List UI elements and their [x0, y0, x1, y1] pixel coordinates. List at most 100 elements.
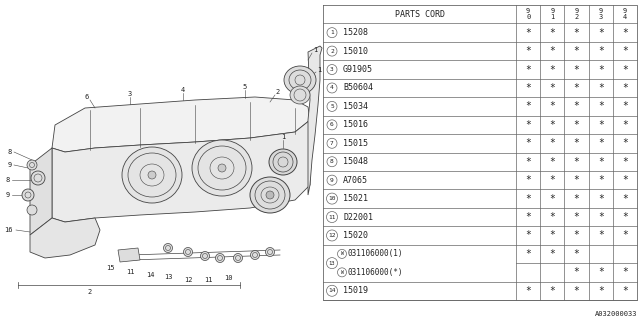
Text: *: *: [525, 157, 531, 167]
Text: *: *: [549, 212, 556, 222]
Text: G91905: G91905: [343, 65, 373, 74]
Text: 14: 14: [146, 272, 154, 278]
Text: *: *: [598, 28, 604, 38]
Text: 15020: 15020: [343, 231, 368, 240]
Text: *: *: [622, 28, 628, 38]
Text: 15010: 15010: [343, 47, 368, 56]
Text: *: *: [549, 101, 556, 111]
Text: *: *: [573, 249, 579, 259]
Text: *: *: [549, 46, 556, 56]
Text: D22001: D22001: [343, 212, 373, 221]
Text: 1: 1: [313, 47, 317, 53]
Text: *: *: [622, 157, 628, 167]
Text: 8: 8: [6, 177, 10, 183]
Text: *: *: [573, 157, 579, 167]
Circle shape: [31, 171, 45, 185]
Text: 8: 8: [330, 159, 334, 164]
Text: *: *: [622, 120, 628, 130]
Text: 9
2: 9 2: [575, 8, 579, 20]
Text: *: *: [573, 212, 579, 222]
Text: W: W: [340, 252, 344, 256]
Ellipse shape: [266, 191, 274, 199]
Text: *: *: [598, 157, 604, 167]
Text: 13: 13: [329, 260, 335, 266]
Ellipse shape: [290, 86, 310, 104]
Ellipse shape: [284, 66, 316, 94]
Circle shape: [266, 247, 275, 257]
Ellipse shape: [269, 149, 297, 175]
Text: 12: 12: [184, 277, 192, 283]
Text: 8: 8: [8, 149, 12, 155]
Text: 13: 13: [164, 274, 172, 280]
Circle shape: [27, 205, 37, 215]
Text: *: *: [622, 194, 628, 204]
Text: 9
3: 9 3: [598, 8, 603, 20]
Text: *: *: [598, 138, 604, 148]
Text: 11: 11: [125, 269, 134, 275]
Text: 3: 3: [128, 91, 132, 97]
Text: *: *: [549, 120, 556, 130]
Text: *: *: [525, 230, 531, 240]
Ellipse shape: [122, 147, 182, 203]
Text: *: *: [525, 120, 531, 130]
Circle shape: [27, 160, 37, 170]
Text: *: *: [573, 28, 579, 38]
Text: *: *: [573, 138, 579, 148]
Circle shape: [22, 189, 34, 201]
Text: A032000033: A032000033: [595, 311, 637, 317]
Text: 10: 10: [328, 196, 336, 201]
Text: *: *: [622, 65, 628, 75]
Text: 2: 2: [330, 49, 334, 53]
Text: 9
0: 9 0: [526, 8, 531, 20]
Text: 9: 9: [330, 178, 334, 183]
Text: 1: 1: [330, 30, 334, 35]
Ellipse shape: [250, 177, 290, 213]
Text: *: *: [598, 46, 604, 56]
Text: 9
1: 9 1: [550, 8, 554, 20]
Circle shape: [218, 164, 226, 172]
Text: *: *: [598, 286, 604, 296]
Text: 10: 10: [224, 275, 232, 281]
Text: *: *: [525, 28, 531, 38]
Text: *: *: [598, 194, 604, 204]
Polygon shape: [30, 148, 52, 235]
Text: PARTS CORD: PARTS CORD: [394, 10, 445, 19]
Text: *: *: [573, 46, 579, 56]
Circle shape: [216, 253, 225, 262]
Text: 14: 14: [328, 288, 336, 293]
Text: 15021: 15021: [343, 194, 368, 203]
Text: *: *: [622, 83, 628, 93]
Text: 2: 2: [88, 289, 92, 295]
Text: *: *: [598, 230, 604, 240]
Text: 031106000(1): 031106000(1): [348, 249, 403, 259]
Text: *: *: [598, 120, 604, 130]
Text: 5: 5: [243, 84, 247, 90]
Text: *: *: [622, 175, 628, 185]
Text: *: *: [549, 230, 556, 240]
Text: 15015: 15015: [343, 139, 368, 148]
Circle shape: [200, 252, 209, 260]
Circle shape: [148, 171, 156, 179]
Polygon shape: [52, 97, 310, 152]
Text: *: *: [525, 46, 531, 56]
Text: *: *: [525, 65, 531, 75]
Text: 6: 6: [85, 94, 89, 100]
Circle shape: [184, 247, 193, 257]
Text: 15048: 15048: [343, 157, 368, 166]
Text: *: *: [549, 138, 556, 148]
Text: *: *: [622, 212, 628, 222]
Text: *: *: [622, 138, 628, 148]
Text: 11: 11: [328, 214, 336, 220]
Text: *: *: [549, 157, 556, 167]
Text: B50604: B50604: [343, 84, 373, 92]
Text: 6: 6: [330, 122, 334, 127]
Text: *: *: [549, 83, 556, 93]
Text: W: W: [340, 270, 344, 275]
Text: A7065: A7065: [343, 176, 368, 185]
Text: 9: 9: [8, 162, 12, 168]
Text: *: *: [573, 175, 579, 185]
Text: *: *: [622, 230, 628, 240]
Polygon shape: [52, 120, 310, 222]
Text: *: *: [622, 267, 628, 277]
Text: *: *: [525, 175, 531, 185]
